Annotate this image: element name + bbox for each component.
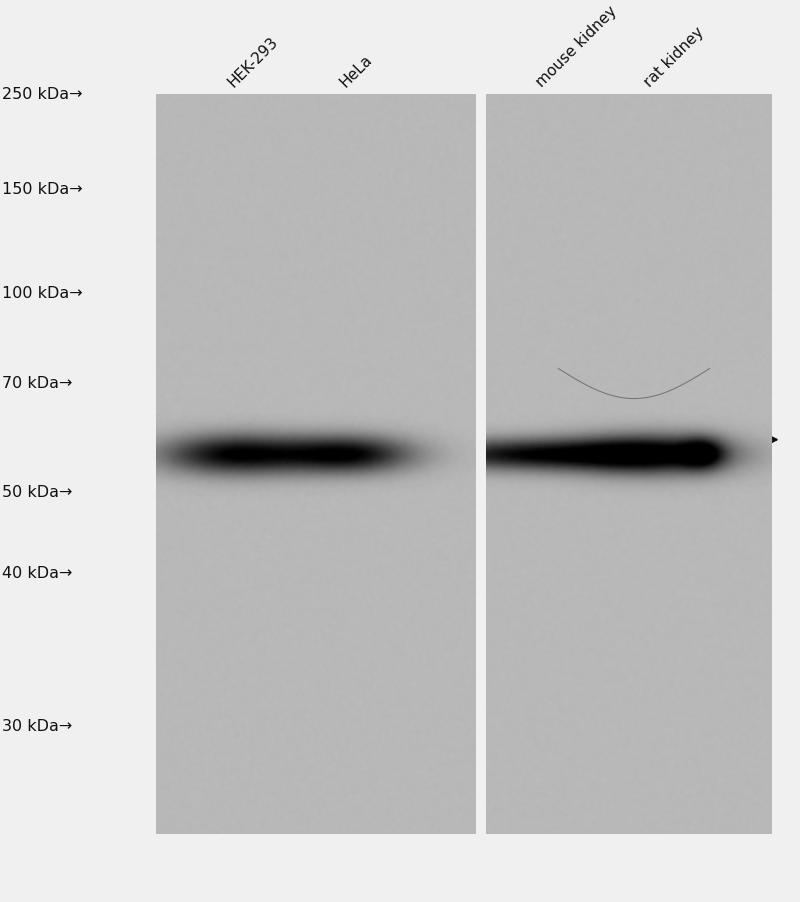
Text: 100 kDa→: 100 kDa→ [2, 286, 82, 300]
Text: 30 kDa→: 30 kDa→ [2, 719, 72, 733]
Text: 40 kDa→: 40 kDa→ [2, 566, 72, 580]
Text: HEK-293: HEK-293 [226, 34, 282, 90]
Text: 50 kDa→: 50 kDa→ [2, 484, 72, 499]
Text: 150 kDa→: 150 kDa→ [2, 182, 82, 197]
Text: www.ptglab.com: www.ptglab.com [274, 346, 294, 556]
Text: rat kidney: rat kidney [642, 24, 707, 90]
Text: 250 kDa→: 250 kDa→ [2, 87, 82, 102]
Text: mouse kidney: mouse kidney [534, 4, 620, 90]
Text: 70 kDa→: 70 kDa→ [2, 376, 72, 391]
Text: HeLa: HeLa [338, 52, 375, 90]
